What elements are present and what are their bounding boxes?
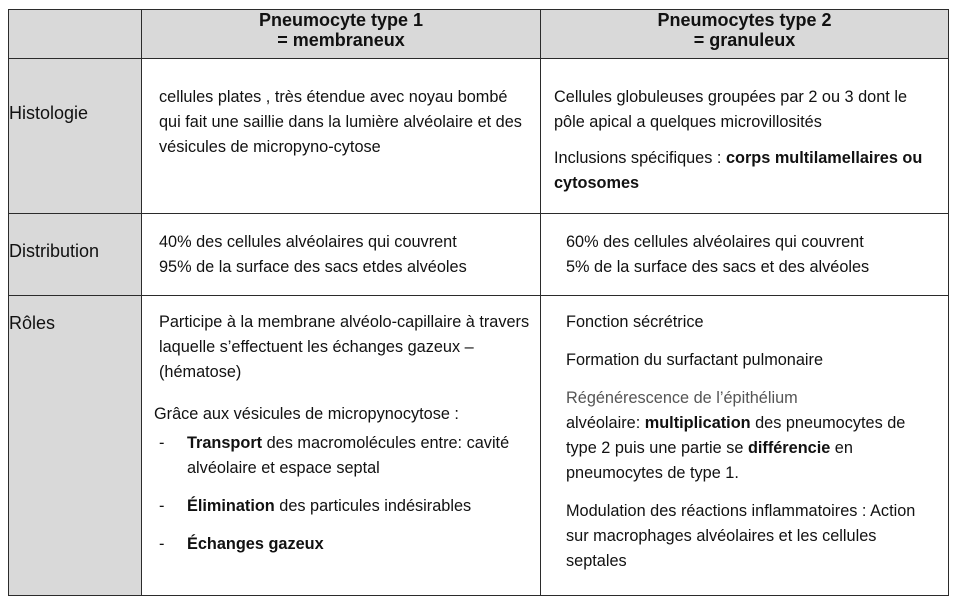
roles-type2-surfactant: Formation du surfactant pulmonaire (566, 351, 824, 369)
cell-distribution-type2: 60% des cellules alvéolaires qui couvren… (540, 213, 949, 296)
bullet-text: des particules indésirables (274, 497, 472, 515)
regeneration-text-a: alvéolaire: (566, 414, 645, 432)
row-histologie: Histologie cellules plates , très étendu… (8, 58, 949, 214)
header-pneumocyte-type2: Pneumocytes type 2 = granuleux (540, 9, 949, 59)
row-distribution: Distribution 40% des cellules alvéolaire… (8, 213, 949, 296)
list-item: - Élimination des particules indésirables (159, 494, 530, 519)
bullet-bold: Élimination (187, 497, 275, 515)
distribution-type1-line2: 95% de la surface des sacs etdes alvéole… (159, 258, 467, 276)
cell-roles-type1: Participe à la membrane alvéolo-capillai… (141, 295, 541, 596)
roles-type1-list: - Transport des macromolécules entre: cav… (159, 431, 530, 557)
regeneration-lead: Régénérescence de l’épithélium (566, 389, 798, 407)
histologie-type2-text: Cellules globuleuses groupées par 2 ou 3… (554, 88, 908, 131)
header-type1-subtitle: = membraneux (277, 30, 405, 50)
header-type2-title: Pneumocytes type 2 (657, 10, 832, 30)
row-label-roles: Rôles (8, 295, 142, 596)
bullet-bold: Transport (187, 434, 263, 452)
regeneration-text-b: des pneumocytes de type 2 puis une parti… (566, 414, 906, 457)
bullet-bold: Échanges gazeux (187, 535, 324, 553)
bullet-text: des macromolécules entre: cavité alvéola… (187, 434, 510, 477)
roles-type2-secretion: Fonction sécrétrice (566, 313, 704, 331)
distribution-type2-line2: 5% de la surface des sacs et des alvéole… (566, 258, 870, 276)
regeneration-bold-differencie: différencie (747, 439, 831, 457)
regeneration-text-c: en pneumocytes de type 1. (566, 439, 853, 482)
comparison-table: Pneumocyte type 1 = membraneux Pneumocyt… (8, 9, 949, 596)
regeneration-bold-multiplication: multiplication (644, 414, 751, 432)
row-label-histologie: Histologie (8, 58, 142, 214)
header-type1-title: Pneumocyte type 1 (258, 10, 424, 30)
header-type2-subtitle: = granuleux (693, 30, 796, 50)
header-corner-cell (8, 9, 142, 59)
histologie-type2-inclusions: Inclusions spécifiques : corps multilame… (554, 146, 940, 196)
distribution-type2-line1: 60% des cellules alvéolaires qui couvren… (566, 233, 864, 251)
inclusions-label: Inclusions spécifiques : (554, 149, 726, 167)
bullet-dash: - (159, 497, 165, 515)
list-item: - Transport des macromolécules entre: cav… (159, 431, 530, 481)
cell-distribution-type1: 40% des cellules alvéolaires qui couvren… (141, 213, 541, 296)
inclusions-bold: corps multilamellaires ou cytosomes (554, 149, 923, 192)
header-row: Pneumocyte type 1 = membraneux Pneumocyt… (8, 9, 949, 59)
roles-type1-intro: Participe à la membrane alvéolo-capillai… (159, 313, 530, 381)
cell-histologie-type1: cellules plates , très étendue avec noya… (141, 58, 541, 214)
histologie-type1-text: cellules plates , très étendue avec noya… (159, 88, 522, 156)
distribution-type1-line1: 40% des cellules alvéolaires qui couvren… (159, 233, 457, 251)
cell-roles-type2: Fonction sécrétrice Formation du surfact… (540, 295, 949, 596)
roles-type1-lead: Grâce aux vésicules de micropynocytose : (154, 405, 459, 423)
header-pneumocyte-type1: Pneumocyte type 1 = membraneux (141, 9, 541, 59)
bullet-dash: - (159, 434, 165, 452)
row-label-distribution: Distribution (8, 213, 142, 296)
cell-histologie-type2: Cellules globuleuses groupées par 2 ou 3… (540, 58, 949, 214)
roles-type2-modulation: Modulation des réactions inflammatoires … (566, 502, 916, 570)
bullet-dash: - (159, 535, 165, 553)
row-roles: Rôles Participe à la membrane alvéolo-ca… (8, 295, 949, 596)
roles-type2-regeneration: Régénérescence de l’épithélium alvéolaire… (566, 386, 940, 486)
list-item: - Échanges gazeux (159, 532, 530, 557)
